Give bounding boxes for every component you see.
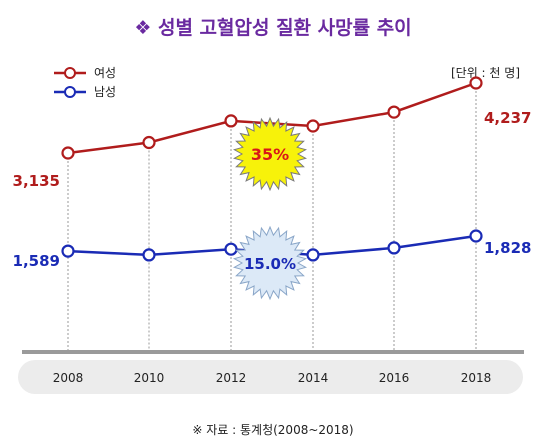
data-point [387,105,401,119]
unit-label: [단위 : 천 명] [451,65,520,80]
x-axis-ticks: 2008 2010 2012 2014 2016 2018 [53,371,492,385]
data-point [224,114,238,128]
x-tick-label: 2018 [461,371,492,385]
male-start-label: 1,589 [13,252,60,270]
x-tick-label: 2016 [379,371,410,385]
grid-lines [67,83,477,352]
legend-label-male: 남성 [94,85,116,99]
data-point [306,119,320,133]
male-badge: 15.0% [233,225,307,301]
x-axis-band [18,360,523,394]
male-end-label: 1,828 [484,239,531,257]
data-point [142,248,156,262]
data-point [61,244,75,258]
chart-title: ❖ 성별 고혈압성 질환 사망률 추이 [134,16,411,39]
data-point [61,146,75,160]
female-end-label: 4,237 [484,109,531,127]
x-tick-label: 2012 [216,371,247,385]
data-point [224,242,238,256]
x-tick-label: 2014 [298,371,329,385]
x-tick-label: 2010 [134,371,165,385]
data-point [142,135,156,150]
male-badge-label: 15.0% [244,255,296,273]
legend: 여성 남성 [54,66,116,99]
source-note: ※ 자료 : 통계청(2008~2018) [192,423,353,437]
female-start-label: 3,135 [13,172,60,190]
data-point [469,76,483,90]
x-tick-label: 2008 [53,371,84,385]
data-point [387,241,401,255]
data-point [469,229,483,243]
female-badge-label: 35% [251,145,289,164]
female-badge: 35% [233,116,307,192]
data-point [306,248,320,262]
legend-label-female: 여성 [94,66,116,80]
